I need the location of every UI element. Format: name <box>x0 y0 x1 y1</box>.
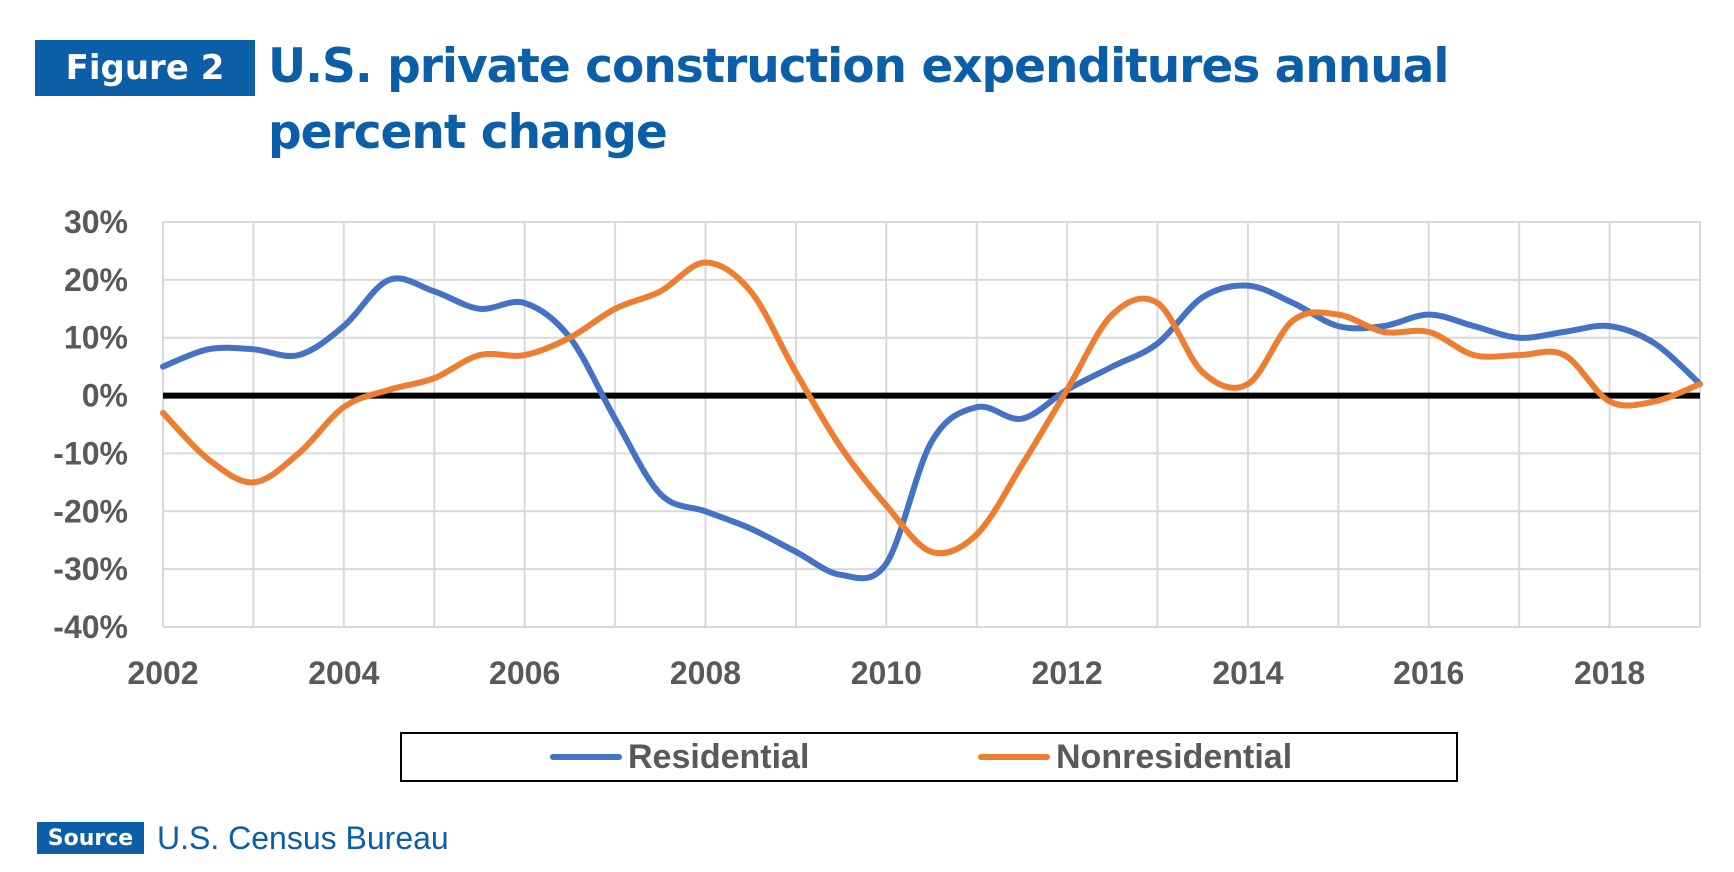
x-tick-label: 2016 <box>1393 655 1464 691</box>
y-tick-label: -40% <box>53 609 128 645</box>
residential-line <box>160 275 1703 582</box>
x-tick-label: 2014 <box>1212 655 1283 691</box>
legend-swatch-nonresidential <box>978 754 1050 760</box>
legend-item-residential: Residential <box>550 734 809 780</box>
x-tick-label: 2004 <box>308 655 379 691</box>
y-tick-label: 10% <box>64 320 128 356</box>
chart-title-line-1: U.S. private construction expenditures a… <box>268 39 1450 94</box>
y-tick-label: 20% <box>64 262 128 298</box>
y-axis-ticks: 30% 20% 10% 0% -10% -20% -30% -40% <box>53 204 128 645</box>
x-tick-label: 2002 <box>127 655 198 691</box>
figure-label: Figure 2 <box>65 48 225 88</box>
legend-item-nonresidential: Nonresidential <box>978 734 1292 780</box>
y-tick-label: 30% <box>64 204 128 240</box>
source-badge: Source <box>37 822 144 854</box>
y-tick-label: 0% <box>82 378 128 414</box>
y-tick-label: -10% <box>53 435 128 471</box>
source-label: Source <box>47 825 134 851</box>
chart-title: U.S. private construction expenditures a… <box>268 34 1568 166</box>
y-tick-label: -30% <box>53 551 128 587</box>
legend-swatch-residential <box>550 754 622 760</box>
legend: Residential Nonresidential <box>400 732 1458 782</box>
x-tick-label: 2018 <box>1574 655 1645 691</box>
nonresidential-line <box>160 259 1703 557</box>
figure-badge: Figure 2 <box>35 40 255 96</box>
x-tick-label: 2008 <box>670 655 741 691</box>
source-text: U.S. Census Bureau <box>157 820 449 856</box>
x-tick-label: 2012 <box>1032 655 1103 691</box>
legend-label-nonresidential: Nonresidential <box>1056 737 1293 776</box>
legend-label-residential: Residential <box>628 737 810 776</box>
x-tick-label: 2010 <box>851 655 922 691</box>
x-tick-label: 2006 <box>489 655 560 691</box>
grid <box>162 221 1701 628</box>
series-layer <box>160 259 1703 582</box>
chart-title-line-2: percent change <box>268 105 668 160</box>
x-axis-ticks: 2002 2004 2006 2008 2010 2012 2014 2016 2018 <box>127 655 1645 691</box>
y-tick-label: -20% <box>53 493 128 529</box>
